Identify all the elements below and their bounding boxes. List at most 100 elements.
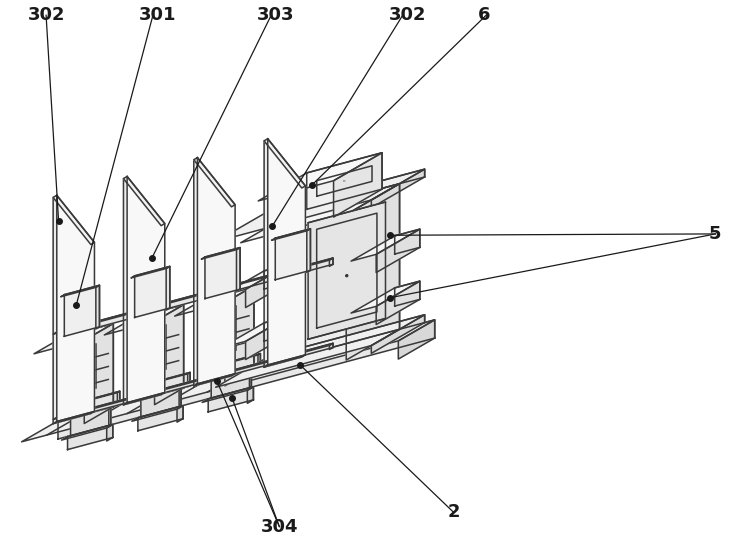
Polygon shape — [395, 229, 420, 254]
Polygon shape — [53, 411, 95, 424]
Polygon shape — [258, 354, 260, 368]
Polygon shape — [118, 391, 120, 406]
Polygon shape — [264, 141, 302, 367]
Polygon shape — [250, 369, 251, 388]
Polygon shape — [132, 373, 190, 401]
Polygon shape — [57, 258, 333, 338]
Polygon shape — [220, 316, 289, 348]
Polygon shape — [57, 343, 333, 422]
Polygon shape — [123, 178, 161, 405]
Polygon shape — [307, 228, 310, 273]
Polygon shape — [308, 202, 386, 339]
Polygon shape — [236, 248, 240, 291]
Polygon shape — [53, 258, 333, 334]
Polygon shape — [134, 267, 170, 318]
Polygon shape — [132, 406, 183, 421]
Polygon shape — [104, 305, 184, 335]
Polygon shape — [398, 320, 435, 359]
Polygon shape — [276, 228, 310, 280]
Polygon shape — [245, 316, 289, 360]
Polygon shape — [67, 424, 113, 449]
Polygon shape — [245, 264, 289, 307]
Polygon shape — [264, 139, 305, 188]
Polygon shape — [272, 228, 310, 240]
Polygon shape — [269, 315, 425, 364]
Text: 5: 5 — [709, 225, 721, 243]
Polygon shape — [134, 305, 184, 401]
Polygon shape — [61, 285, 100, 297]
Text: 2: 2 — [448, 503, 460, 522]
Polygon shape — [194, 158, 235, 207]
Polygon shape — [154, 305, 184, 405]
Polygon shape — [395, 281, 420, 306]
Polygon shape — [84, 324, 113, 424]
Polygon shape — [216, 169, 425, 242]
Text: 6: 6 — [478, 6, 491, 24]
Polygon shape — [346, 184, 400, 360]
Polygon shape — [205, 248, 240, 299]
Polygon shape — [376, 281, 420, 325]
Polygon shape — [70, 407, 111, 436]
Polygon shape — [63, 324, 113, 420]
Polygon shape — [241, 184, 400, 243]
Polygon shape — [194, 374, 235, 386]
Polygon shape — [127, 176, 165, 403]
Polygon shape — [138, 406, 183, 431]
Polygon shape — [58, 320, 435, 439]
Polygon shape — [371, 315, 425, 354]
Polygon shape — [376, 229, 420, 273]
Polygon shape — [21, 320, 435, 442]
Polygon shape — [109, 407, 111, 426]
Polygon shape — [53, 195, 95, 244]
Polygon shape — [123, 393, 165, 405]
Polygon shape — [258, 153, 382, 201]
Polygon shape — [269, 169, 425, 219]
Polygon shape — [69, 407, 111, 418]
Polygon shape — [264, 316, 289, 341]
Polygon shape — [141, 388, 181, 417]
Polygon shape — [106, 424, 113, 441]
Polygon shape — [139, 388, 181, 400]
Polygon shape — [225, 286, 254, 386]
Polygon shape — [264, 355, 305, 367]
Polygon shape — [202, 387, 253, 403]
Polygon shape — [57, 195, 95, 422]
Polygon shape — [174, 286, 254, 316]
Polygon shape — [264, 264, 289, 289]
Polygon shape — [248, 387, 253, 403]
Polygon shape — [166, 267, 170, 310]
Text: 304: 304 — [261, 517, 298, 536]
Polygon shape — [177, 406, 183, 422]
Polygon shape — [59, 391, 120, 408]
Polygon shape — [330, 258, 333, 267]
Polygon shape — [129, 373, 190, 390]
Polygon shape — [179, 388, 181, 407]
Polygon shape — [351, 229, 420, 261]
Polygon shape — [351, 281, 420, 313]
Text: 302: 302 — [28, 6, 66, 24]
Polygon shape — [96, 285, 100, 329]
Polygon shape — [34, 324, 113, 354]
Polygon shape — [220, 264, 289, 296]
Polygon shape — [204, 286, 254, 382]
Polygon shape — [294, 184, 400, 357]
Polygon shape — [307, 153, 382, 209]
Text: 302: 302 — [389, 6, 426, 24]
Polygon shape — [371, 169, 425, 208]
Polygon shape — [330, 343, 333, 350]
Polygon shape — [53, 343, 333, 419]
Polygon shape — [188, 373, 190, 387]
Polygon shape — [197, 158, 235, 384]
Polygon shape — [61, 424, 113, 440]
Polygon shape — [202, 354, 260, 382]
Text: 303: 303 — [257, 6, 295, 24]
Polygon shape — [131, 267, 170, 278]
Polygon shape — [123, 176, 165, 226]
Polygon shape — [61, 391, 120, 420]
Polygon shape — [64, 285, 100, 336]
Polygon shape — [211, 369, 251, 398]
Polygon shape — [208, 387, 253, 412]
Polygon shape — [216, 315, 425, 387]
Polygon shape — [209, 369, 251, 381]
Polygon shape — [200, 354, 260, 370]
